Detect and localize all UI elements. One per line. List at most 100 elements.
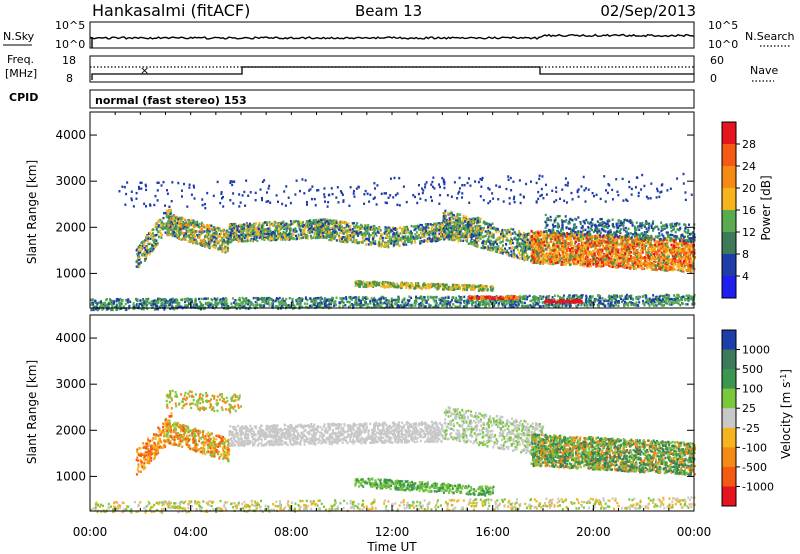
heatmap-cell [488, 304, 491, 307]
heatmap-cell [630, 303, 633, 307]
heatmap-cell [155, 304, 158, 308]
heatmap-cell [213, 240, 216, 244]
heatmap-cell [557, 302, 560, 306]
heatmap-cell [245, 227, 248, 231]
heatmap-cell [416, 226, 419, 230]
heatmap-cell [585, 296, 588, 299]
heatmap-cell [191, 236, 194, 239]
heatmap-cell [518, 251, 521, 255]
heatmap-cell [676, 293, 679, 297]
heatmap-cell [349, 295, 352, 299]
heatmap-cell [325, 234, 328, 238]
heatmap-cell [427, 226, 430, 230]
heatmap-cell [457, 306, 460, 309]
heatmap-cell [137, 256, 140, 260]
heatmap-cell [212, 228, 215, 231]
heatmap-cell [515, 245, 518, 248]
heatmap-cell [333, 304, 336, 307]
heatmap-cell [379, 236, 382, 240]
heatmap-cell [524, 304, 527, 308]
heatmap-cell [647, 302, 650, 305]
heatmap-cell [314, 228, 317, 231]
heatmap-cell [394, 239, 397, 243]
heatmap-cell [464, 230, 467, 233]
freq-right-tick-bottom: 0 [710, 72, 717, 85]
heatmap-cell [367, 227, 370, 230]
heatmap-cell [518, 235, 521, 238]
heatmap-cell [247, 301, 250, 304]
heatmap-cell [258, 223, 261, 226]
heatmap-cell [521, 234, 524, 237]
heatmap-cell [355, 304, 358, 307]
heatmap-cell [354, 230, 357, 233]
heatmap-cell [155, 228, 158, 231]
heatmap-cell [530, 299, 533, 303]
heatmap-cell [290, 235, 293, 239]
heatmap-cell [381, 239, 384, 243]
heatmap-cell [474, 304, 477, 308]
heatmap-cell [175, 218, 178, 221]
heatmap-cell [199, 229, 202, 232]
heatmap-cell [357, 232, 360, 235]
heatmap-cell [599, 299, 602, 303]
heatmap-cell [319, 303, 322, 306]
heatmap-cell [424, 223, 427, 226]
heatmap-cell [516, 241, 519, 245]
heatmap-cell [255, 227, 258, 230]
heatmap-cell [457, 213, 460, 216]
heatmap-cell [173, 226, 176, 229]
heatmap-cell [137, 303, 140, 306]
heatmap-cell [413, 237, 416, 240]
heatmap-cell [282, 220, 285, 223]
heatmap-cell [164, 301, 167, 304]
beam-title: Beam 13 [355, 2, 422, 20]
heatmap-cell [317, 302, 320, 305]
heatmap-cell [243, 227, 246, 230]
heatmap-cell [292, 220, 295, 223]
heatmap-cell [224, 241, 227, 244]
heatmap-cell [456, 221, 459, 225]
heatmap-cell [442, 235, 445, 238]
heatmap-cell [263, 238, 266, 241]
heatmap-cell [151, 237, 154, 240]
heatmap-cell [314, 222, 317, 225]
heatmap-cell [481, 227, 484, 230]
heatmap-cell [92, 305, 95, 309]
heatmap-cell [377, 298, 380, 301]
heatmap-cell [609, 303, 612, 306]
heatmap-cell [246, 239, 249, 243]
heatmap-cell [177, 218, 180, 221]
heatmap-cell [401, 234, 404, 238]
heatmap-cell [265, 222, 268, 225]
heatmap-cell [158, 297, 161, 300]
heatmap-cell [224, 296, 227, 300]
heatmap-cell [241, 301, 244, 304]
heatmap-cell [463, 295, 466, 299]
heatmap-cell [189, 238, 192, 241]
heatmap-cell [330, 306, 333, 309]
heatmap-cell [194, 297, 197, 301]
heatmap-cell [459, 301, 462, 305]
heatmap-cell [100, 300, 103, 303]
heatmap-cell [401, 229, 404, 232]
heatmap-cell [379, 301, 382, 304]
heatmap-cell [283, 299, 286, 303]
heatmap-cell [534, 245, 537, 248]
heatmap-cell [489, 225, 492, 229]
heatmap-cell [338, 236, 341, 240]
heatmap-cell [433, 239, 436, 242]
heatmap-cell [310, 237, 313, 240]
heatmap-cell [178, 216, 181, 220]
heatmap-cell [164, 305, 167, 308]
heatmap-cell [419, 240, 422, 243]
heatmap-cell [341, 220, 344, 224]
heatmap-cell [429, 239, 432, 243]
heatmap-cell [165, 214, 168, 217]
heatmap-cell [198, 222, 201, 226]
heatmap-cell [222, 230, 225, 234]
heatmap-cell [482, 240, 485, 243]
heatmap-cell [313, 234, 316, 237]
heatmap-cell [267, 227, 270, 230]
heatmap-cell [336, 232, 339, 235]
heatmap-cell [474, 230, 477, 234]
